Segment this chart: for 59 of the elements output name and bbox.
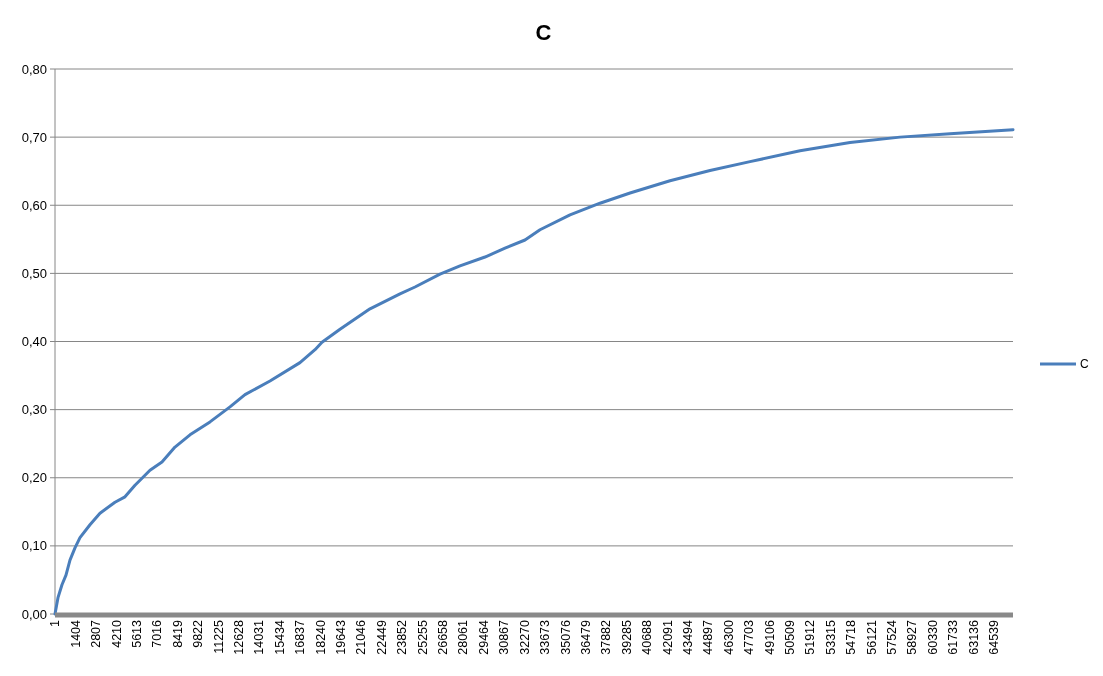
x-tick-label: 39285 [619,619,634,655]
x-tick-label: 37882 [599,619,614,655]
legend-label: C [1080,357,1089,372]
x-tick-label: 51912 [803,619,818,655]
x-tick-label: 5613 [130,619,144,648]
y-tick-label: 0,50 [21,265,47,281]
x-tick-label: 12628 [232,619,247,655]
y-tick-label: 0,10 [21,538,47,554]
x-tick-label: 58927 [905,619,920,655]
x-tick-label: 33673 [538,619,553,655]
y-tick-label: 0,60 [21,197,47,213]
chart-title: C [535,20,552,45]
x-tick-label: 9822 [191,619,206,648]
x-tick-label: 26658 [436,619,451,655]
x-tick-label: 30867 [497,619,512,655]
x-tick-label: 22449 [374,619,389,655]
x-tick-label: 50509 [782,619,797,655]
y-tick-label: 0,70 [21,129,47,145]
y-tick-label: 0,40 [21,334,47,350]
x-tick-label: 11225 [211,619,226,654]
y-tick-label: 0,00 [21,606,47,622]
x-tick-label: 42091 [660,619,675,655]
x-tick-label: 8419 [170,619,185,648]
y-tick-label: 0,20 [21,470,47,486]
x-tick-label: 32270 [517,619,532,655]
x-tick-label: 25255 [415,619,430,655]
x-tick-label: 54718 [844,619,859,655]
x-tick-label: 19643 [334,619,349,655]
x-tick-label: 21046 [354,619,369,655]
y-tick-label: 0,80 [21,61,47,77]
x-tick-label: 61733 [946,619,961,655]
x-tick-label: 16837 [293,619,308,655]
x-tick-label: 40688 [640,619,655,655]
x-tick-label: 15434 [272,619,287,655]
x-tick-label: 36479 [578,619,593,655]
x-tick-label: 44897 [701,619,716,655]
x-tick-label: 47703 [742,619,757,655]
x-tick-label: 64539 [987,619,1002,655]
x-tick-label: 1 [48,619,63,627]
x-tick-label: 2807 [89,619,104,648]
x-tick-label: 35076 [558,619,573,655]
x-tick-label: 14031 [252,619,267,655]
x-tick-label: 7016 [150,619,165,648]
x-tick-label: 63136 [966,619,981,655]
x-tick-label: 29464 [476,619,491,655]
x-tick-label: 1404 [68,619,83,648]
x-tick-label: 57524 [884,619,899,655]
x-tick-label: 60330 [925,619,940,655]
x-tick-label: 53315 [823,619,838,655]
x-tick-label: 18240 [313,619,328,655]
line-series [53,128,1015,616]
x-tick-label: 23852 [395,619,410,655]
x-tick-label: 28061 [456,619,471,655]
x-tick-label: 46300 [721,619,736,655]
x-tick-label: 49106 [762,619,777,655]
x-tick-label: 56121 [864,619,879,655]
y-tick-label: 0,30 [21,402,47,418]
x-tick-label: 43494 [680,619,695,655]
x-tick-label: 4210 [109,619,124,648]
